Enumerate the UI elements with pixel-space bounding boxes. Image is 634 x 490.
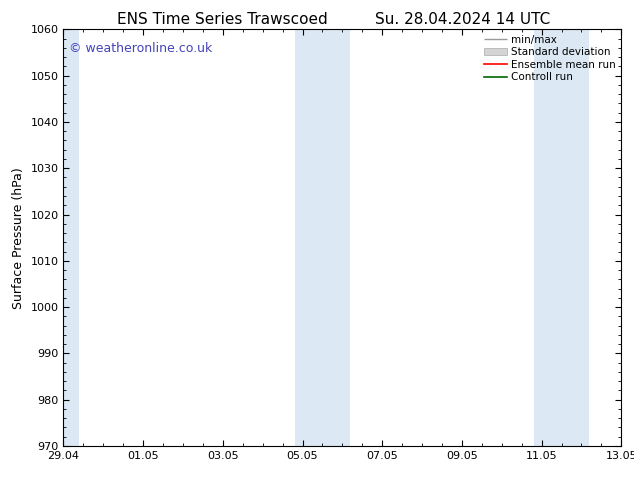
Legend: min/max, Standard deviation, Ensemble mean run, Controll run: min/max, Standard deviation, Ensemble me… <box>482 32 618 84</box>
Y-axis label: Surface Pressure (hPa): Surface Pressure (hPa) <box>12 167 25 309</box>
Text: Su. 28.04.2024 14 UTC: Su. 28.04.2024 14 UTC <box>375 12 550 27</box>
Bar <box>323 29 351 446</box>
Text: © weatheronline.co.uk: © weatheronline.co.uk <box>69 42 212 55</box>
Bar <box>534 29 562 446</box>
Text: ENS Time Series Trawscoed: ENS Time Series Trawscoed <box>117 12 327 27</box>
Bar <box>63 29 79 446</box>
Bar <box>562 29 590 446</box>
Bar <box>295 29 323 446</box>
